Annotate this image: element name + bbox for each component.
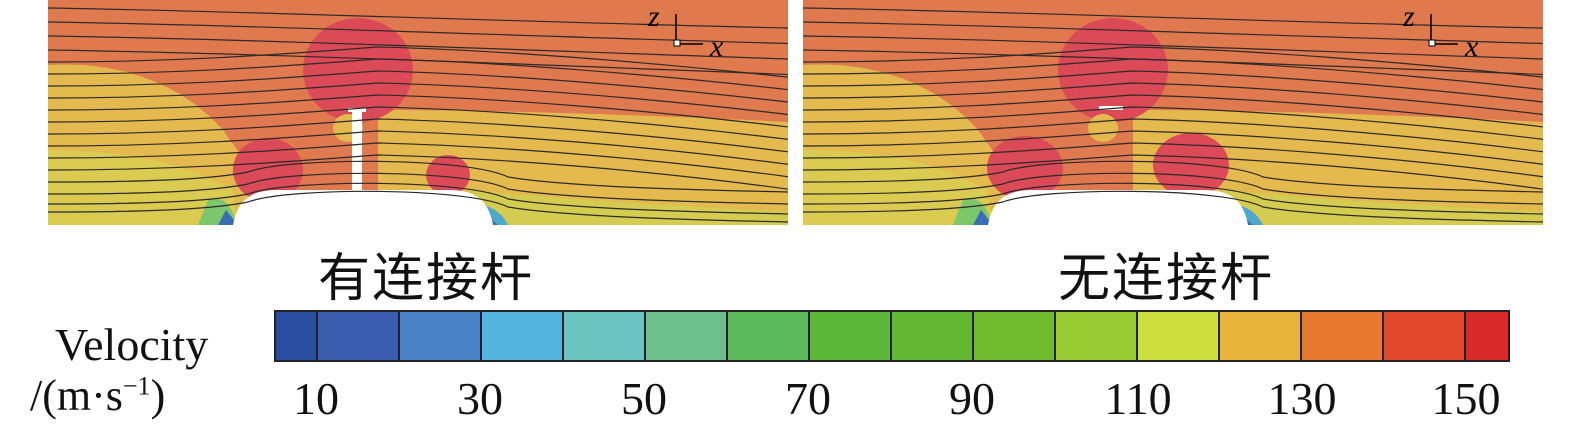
streamline xyxy=(48,35,788,60)
colorbar-tick-label: 110 xyxy=(1104,373,1172,424)
field-low-band-left xyxy=(803,150,993,225)
colorbar-tick-label: 10 xyxy=(293,373,339,424)
streamline xyxy=(803,7,1543,29)
streamline xyxy=(48,160,788,193)
colorbar-segment xyxy=(482,312,564,360)
unit-suffix: ) xyxy=(150,371,166,420)
z-axis-label: z xyxy=(647,0,660,33)
streamline xyxy=(48,130,788,165)
wake-pocket xyxy=(1088,114,1118,142)
streamline xyxy=(803,172,1543,205)
streamline xyxy=(48,21,788,45)
axis-origin xyxy=(673,39,681,47)
high-velocity-core-right xyxy=(426,155,470,195)
colorbar-tick-label: 70 xyxy=(785,373,831,424)
streamline xyxy=(48,190,788,223)
streamline xyxy=(48,106,788,140)
velocity-contour-plot: zx xyxy=(48,0,788,225)
colorbar-segment xyxy=(810,312,892,360)
colorbar-segment xyxy=(1220,312,1302,360)
streamline xyxy=(803,154,1543,190)
colorbar-segment xyxy=(276,312,318,360)
streamline xyxy=(803,118,1543,153)
colorbar-segment xyxy=(400,312,482,360)
colorbar-tick-label: 150 xyxy=(1431,373,1501,424)
streamline xyxy=(48,70,788,103)
streamline xyxy=(48,7,788,29)
plate xyxy=(1099,106,1123,110)
colorbar-segment xyxy=(1138,312,1220,360)
streamline xyxy=(803,70,1543,103)
colorbar-segment xyxy=(1384,312,1466,360)
streamline xyxy=(48,154,788,190)
colorbar-segment xyxy=(1302,312,1384,360)
unit-prefix: /(m·s xyxy=(30,371,123,420)
colorbar-segment xyxy=(728,312,810,360)
streamline xyxy=(803,46,1543,78)
field-stagnation-left xyxy=(973,210,993,225)
x-axis-label: x xyxy=(709,30,724,63)
axis-origin xyxy=(1428,39,1436,47)
high-velocity-core-top xyxy=(1058,18,1168,122)
connecting-rod xyxy=(352,110,362,192)
colorbar-segment xyxy=(1466,312,1508,360)
colorbar-unit: /(m·s−1) xyxy=(30,370,165,421)
field-stagnation-left xyxy=(218,210,238,225)
caption-with-rod: 有连接杆 xyxy=(318,249,535,309)
colorbar-segment xyxy=(646,312,728,360)
streamline xyxy=(803,182,1543,215)
velocity-contour-plot: zx xyxy=(803,0,1543,225)
streamline xyxy=(48,172,788,205)
velocity-colorbar xyxy=(274,310,1510,362)
colorbar-tick-label: 30 xyxy=(457,373,503,424)
colorbar-segment xyxy=(974,312,1056,360)
colorbar-tick-label: 90 xyxy=(949,373,995,424)
streamline xyxy=(803,160,1543,193)
vehicle-body xyxy=(233,190,493,225)
high-velocity-core-left xyxy=(233,138,303,202)
streamline xyxy=(48,58,788,91)
streamline xyxy=(803,130,1543,165)
streamline xyxy=(48,46,788,78)
z-axis-label: z xyxy=(1402,0,1415,33)
colorbar-segment xyxy=(564,312,646,360)
streamline xyxy=(48,142,788,178)
streamline xyxy=(803,82,1543,116)
streamline xyxy=(803,106,1543,140)
colorbar-segment xyxy=(1056,312,1138,360)
field-low-band-right xyxy=(1223,190,1543,225)
field-low-band-right xyxy=(468,190,788,225)
streamline xyxy=(48,94,788,128)
colorbar-tick-label: 130 xyxy=(1267,373,1337,424)
streamline xyxy=(48,182,788,215)
streamline xyxy=(803,35,1543,60)
field-low-band-left xyxy=(48,150,238,225)
high-velocity-core-right xyxy=(1153,133,1229,197)
colorbar-title: Velocity xyxy=(55,319,209,370)
caption-without-rod: 无连接杆 xyxy=(1058,249,1275,309)
streamline xyxy=(803,190,1543,223)
streamline xyxy=(803,142,1543,178)
streamline xyxy=(803,21,1543,45)
streamline xyxy=(48,118,788,153)
x-axis-label: x xyxy=(1464,30,1479,63)
streamline xyxy=(803,94,1543,128)
streamline xyxy=(48,82,788,116)
streamline xyxy=(803,58,1543,91)
high-velocity-core-top xyxy=(303,18,413,122)
colorbar-segment xyxy=(318,312,400,360)
colorbar-segment xyxy=(892,312,974,360)
colorbar-tick-label: 50 xyxy=(621,373,667,424)
unit-exponent: −1 xyxy=(122,371,151,401)
vehicle-body xyxy=(988,190,1248,225)
